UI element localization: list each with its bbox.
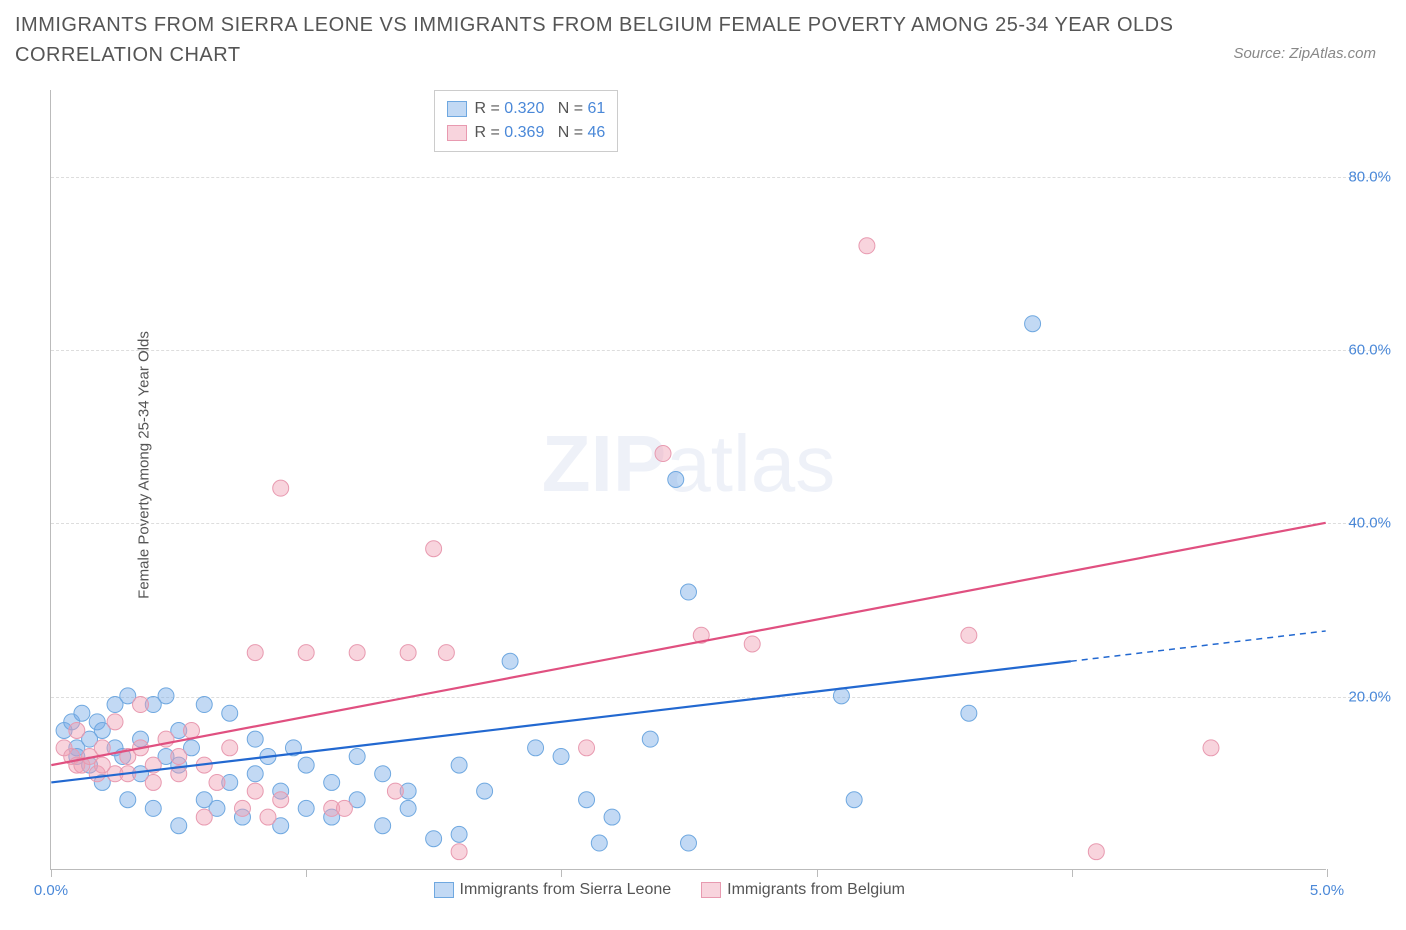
series-legend-item: Immigrants from Sierra Leone <box>434 881 672 899</box>
data-point <box>222 740 238 756</box>
data-point <box>247 783 263 799</box>
x-tick <box>1327 869 1328 877</box>
data-point <box>846 792 862 808</box>
data-point <box>668 472 684 488</box>
y-tick-label: 40.0% <box>1331 515 1391 532</box>
data-point <box>298 800 314 816</box>
data-point <box>528 740 544 756</box>
x-tick <box>51 869 52 877</box>
data-point <box>69 723 85 739</box>
legend-swatch <box>434 882 454 898</box>
series-legend-item: Immigrants from Belgium <box>701 881 905 899</box>
series-legend-label: Immigrants from Belgium <box>727 881 905 899</box>
data-point <box>961 705 977 721</box>
data-point <box>107 714 123 730</box>
data-point <box>553 748 569 764</box>
data-point <box>184 723 200 739</box>
x-tick <box>561 869 562 877</box>
data-point <box>247 645 263 661</box>
data-point <box>681 584 697 600</box>
y-tick-label: 60.0% <box>1331 342 1391 359</box>
data-point <box>196 697 212 713</box>
chart-title: IMMIGRANTS FROM SIERRA LEONE VS IMMIGRAN… <box>15 10 1206 70</box>
chart-container: IMMIGRANTS FROM SIERRA LEONE VS IMMIGRAN… <box>0 0 1406 930</box>
data-point <box>426 831 442 847</box>
legend-swatch <box>701 882 721 898</box>
data-point <box>260 809 276 825</box>
y-tick-label: 80.0% <box>1331 168 1391 185</box>
trend-line <box>51 523 1325 765</box>
data-point <box>247 731 263 747</box>
data-point <box>591 835 607 851</box>
data-point <box>375 766 391 782</box>
data-point <box>681 835 697 851</box>
data-point <box>158 688 174 704</box>
data-point <box>477 783 493 799</box>
data-point <box>209 774 225 790</box>
data-point <box>438 645 454 661</box>
data-point <box>171 748 187 764</box>
data-point <box>1025 316 1041 332</box>
data-point <box>859 238 875 254</box>
data-point <box>655 446 671 462</box>
data-point <box>171 818 187 834</box>
data-point <box>247 766 263 782</box>
data-point <box>1203 740 1219 756</box>
data-point <box>349 645 365 661</box>
data-point <box>145 774 161 790</box>
data-point <box>502 653 518 669</box>
x-tick <box>306 869 307 877</box>
y-tick-label: 20.0% <box>1331 688 1391 705</box>
x-tick-label: 0.0% <box>34 882 68 899</box>
data-point <box>451 844 467 860</box>
data-point <box>1088 844 1104 860</box>
data-point <box>744 636 760 652</box>
x-tick-label: 5.0% <box>1310 882 1344 899</box>
data-point <box>273 792 289 808</box>
data-point <box>451 757 467 773</box>
series-legend: Immigrants from Sierra Leone Immigrants f… <box>434 881 905 899</box>
data-point <box>604 809 620 825</box>
data-point <box>336 800 352 816</box>
data-point <box>451 826 467 842</box>
x-tick <box>1072 869 1073 877</box>
data-point <box>222 705 238 721</box>
data-point <box>133 697 149 713</box>
plot-area: ZIPatlas R = 0.320 N = 61R = 0.369 N = 4… <box>50 90 1326 870</box>
data-point <box>298 757 314 773</box>
data-point <box>234 800 250 816</box>
data-point <box>120 792 136 808</box>
data-point <box>298 645 314 661</box>
data-point <box>375 818 391 834</box>
trend-line-extrapolated <box>1071 631 1326 661</box>
data-point <box>426 541 442 557</box>
data-point <box>273 480 289 496</box>
chart-svg <box>51 90 1326 869</box>
data-point <box>961 627 977 643</box>
data-point <box>579 740 595 756</box>
data-point <box>74 705 90 721</box>
data-point <box>196 809 212 825</box>
data-point <box>579 792 595 808</box>
data-point <box>400 800 416 816</box>
data-point <box>324 774 340 790</box>
data-point <box>387 783 403 799</box>
data-point <box>349 748 365 764</box>
source-attribution: Source: ZipAtlas.com <box>1233 45 1376 62</box>
data-point <box>145 800 161 816</box>
x-tick <box>817 869 818 877</box>
series-legend-label: Immigrants from Sierra Leone <box>460 881 672 899</box>
data-point <box>400 645 416 661</box>
data-point <box>642 731 658 747</box>
